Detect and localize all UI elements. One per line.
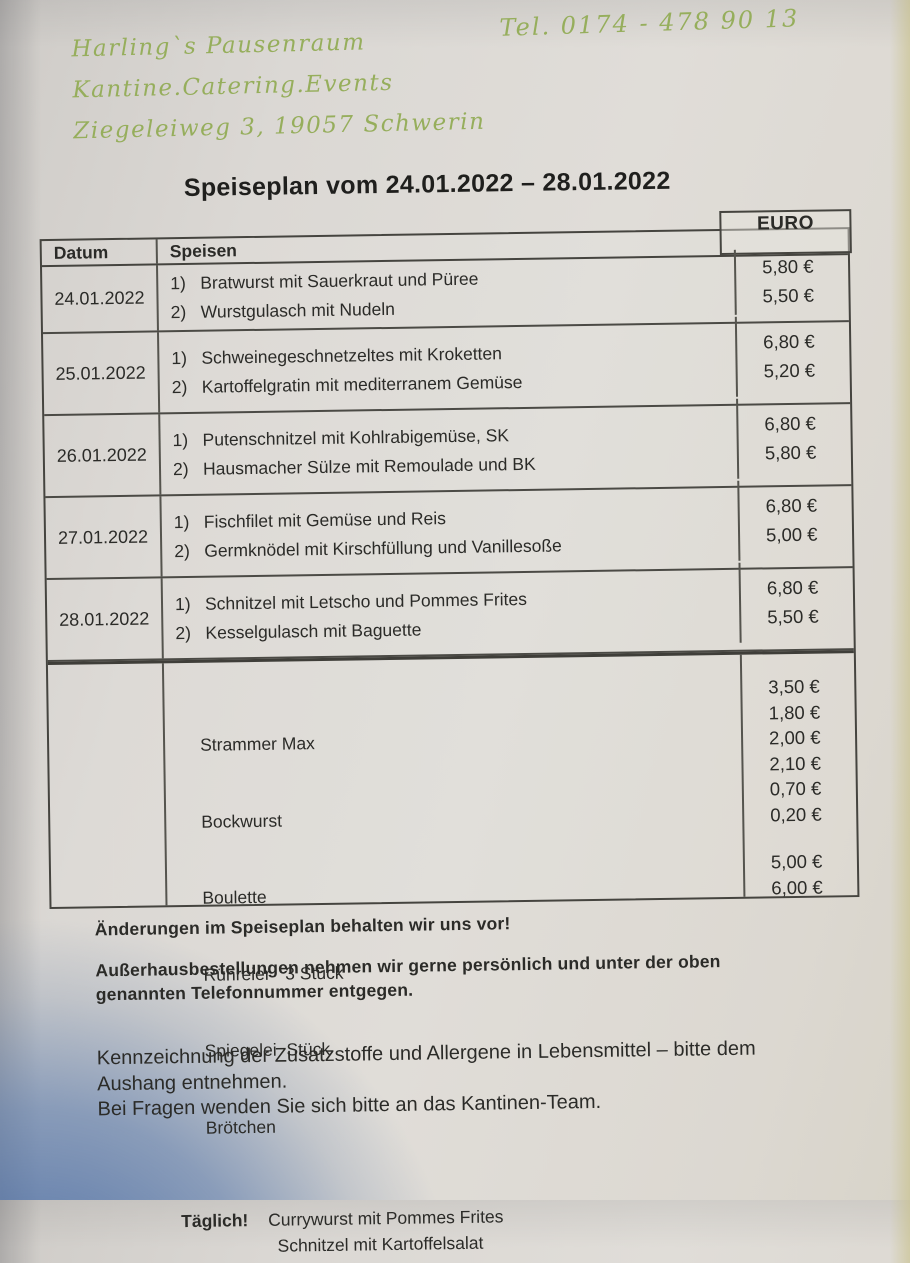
row-prices: 5,80 € 5,50 € bbox=[734, 248, 849, 315]
dish-item: 2)Kartoffelgratin mit mediterranem Gemüs… bbox=[172, 366, 736, 398]
dish-price: 5,50 € bbox=[762, 283, 848, 308]
row-prices: 6,80 € 5,00 € bbox=[737, 479, 852, 561]
dish-name: Wurstgulasch mit Nudeln bbox=[201, 297, 396, 324]
dish-name: Kesselgulasch mit Baguette bbox=[205, 617, 421, 644]
dish-number: 1) bbox=[170, 271, 200, 295]
row-date: 24.01.2022 bbox=[42, 265, 159, 332]
daily-label: Täglich! bbox=[181, 1208, 268, 1235]
row-date: 28.01.2022 bbox=[47, 578, 164, 660]
row-dishes: 1)Schweinegeschnetzeltes mit Kroketten 2… bbox=[159, 324, 736, 413]
row-dishes: 1)Schnitzel mit Letscho und Pommes Frite… bbox=[163, 570, 740, 659]
dish-price: 6,80 € bbox=[763, 329, 849, 354]
row-date: 27.01.2022 bbox=[45, 496, 162, 578]
dish-number: 2) bbox=[175, 620, 205, 644]
extras-section: Strammer Max Bockwurst Boulette Rühreier… bbox=[48, 650, 858, 907]
extras-item: Bockwurst bbox=[201, 801, 742, 835]
dish-name: Bratwurst mit Sauerkraut und Püree bbox=[200, 267, 479, 295]
dish-price: 6,80 € bbox=[765, 493, 851, 518]
dish-price: 5,80 € bbox=[765, 440, 851, 465]
extras-price: 1,80 € bbox=[769, 699, 855, 726]
dish-price: 5,80 € bbox=[762, 254, 848, 279]
row-date: 25.01.2022 bbox=[43, 332, 160, 414]
row-prices: 6,80 € 5,50 € bbox=[738, 561, 853, 643]
business-header: Harling`s Pausenraum Kantine.Catering.Ev… bbox=[71, 20, 486, 153]
daily-item: Schnitzel mit Kartoffelsalat bbox=[277, 1232, 483, 1255]
dish-price: 5,00 € bbox=[766, 522, 852, 547]
menu-row: 28.01.2022 1)Schnitzel mit Letscho und P… bbox=[47, 568, 854, 662]
dish-item: 2)Wurstgulasch mit Nudeln bbox=[171, 292, 735, 324]
dish-item: 1)Fischfilet mit Gemüse und Reis bbox=[174, 501, 738, 533]
daily-specials: Täglich!Currywurst mit Pommes Frites Sch… bbox=[172, 1201, 749, 1261]
dish-item: 1)Schweinegeschnetzeltes mit Kroketten bbox=[171, 337, 735, 369]
extras-dishes: Strammer Max Bockwurst Boulette Rühreier… bbox=[164, 655, 744, 906]
dish-name: Hausmacher Sülze mit Remoulade und BK bbox=[203, 451, 536, 480]
extras-item: Strammer Max bbox=[200, 725, 741, 759]
note-allergens: Kennzeichnung der Zusatzstoffe und Aller… bbox=[97, 1035, 818, 1098]
dish-item: 2)Germknödel mit Kirschfüllung und Vanil… bbox=[174, 530, 738, 562]
dish-name: Germknödel mit Kirschfüllung und Vanille… bbox=[204, 533, 562, 562]
extras-price: 2,00 € bbox=[769, 724, 855, 751]
dish-item: 1)Putenschnitzel mit Kohlrabigemüse, SK bbox=[172, 419, 736, 451]
row-dishes: 1)Fischfilet mit Gemüse und Reis 2)Germk… bbox=[161, 488, 738, 577]
menu-sheet: Harling`s Pausenraum Kantine.Catering.Ev… bbox=[0, 0, 910, 1207]
dish-item: 1)Schnitzel mit Letscho und Pommes Frite… bbox=[175, 583, 739, 615]
dish-number: 1) bbox=[172, 427, 202, 451]
dish-price: 5,20 € bbox=[763, 358, 849, 383]
menu-table: EURO Datum Speisen 24.01.2022 1)Bratwurs… bbox=[40, 227, 860, 909]
row-date: 26.01.2022 bbox=[44, 414, 161, 496]
dish-number: 2) bbox=[173, 456, 203, 480]
page-title: Speiseplan vom 24.01.2022 – 28.01.2022 bbox=[184, 167, 671, 203]
dish-name: Schnitzel mit Letscho und Pommes Frites bbox=[205, 586, 527, 615]
row-prices: 6,80 € 5,20 € bbox=[735, 315, 850, 397]
dish-name: Putenschnitzel mit Kohlrabigemüse, SK bbox=[202, 423, 509, 452]
extras-item: Boulette bbox=[202, 878, 743, 912]
business-address: Ziegeleiweg 3, 19057 Schwerin bbox=[73, 102, 486, 153]
menu-row: 26.01.2022 1)Putenschnitzel mit Kohlrabi… bbox=[44, 404, 851, 498]
row-prices: 6,80 € 5,80 € bbox=[736, 397, 851, 479]
extras-price: 2,10 € bbox=[769, 750, 855, 777]
dish-name: Kartoffelgratin mit mediterranem Gemüse bbox=[202, 369, 523, 398]
dish-price: 5,50 € bbox=[767, 604, 853, 629]
date-column-header: Datum bbox=[42, 239, 158, 265]
dish-number: 2) bbox=[172, 374, 202, 398]
note-takeaway-orders: Außerhausbestellungen nehmen wir gerne p… bbox=[95, 949, 761, 1007]
dish-item: 2)Hausmacher Sülze mit Remoulade und BK bbox=[173, 448, 737, 480]
dish-number: 1) bbox=[174, 509, 204, 533]
extras-date-spacer bbox=[48, 663, 168, 907]
dish-price: 6,80 € bbox=[767, 575, 853, 600]
extras-price: 0,20 € bbox=[770, 801, 856, 828]
extras-price: 3,50 € bbox=[768, 673, 854, 700]
dish-item: 2)Kesselgulasch mit Baguette bbox=[175, 612, 739, 644]
row-dishes: 1)Putenschnitzel mit Kohlrabigemüse, SK … bbox=[160, 406, 737, 495]
dish-name: Schweinegeschnetzeltes mit Kroketten bbox=[201, 341, 502, 369]
dish-number: 2) bbox=[171, 300, 201, 324]
menu-row: 25.01.2022 1)Schweinegeschnetzeltes mit … bbox=[43, 322, 850, 416]
daily-item: Currywurst mit Pommes Frites bbox=[268, 1206, 504, 1229]
dish-price: 6,80 € bbox=[764, 411, 850, 436]
extras-prices: 3,50 € 1,80 € 2,00 € 2,10 € 0,70 € 0,20 … bbox=[740, 653, 858, 897]
row-dishes: 1)Bratwurst mit Sauerkraut und Püree 2)W… bbox=[158, 257, 735, 331]
menu-row: 24.01.2022 1)Bratwurst mit Sauerkraut un… bbox=[42, 255, 849, 334]
dish-name: Fischfilet mit Gemüse und Reis bbox=[204, 506, 447, 534]
daily-price: 6,00 € bbox=[771, 874, 857, 901]
daily-price: 5,00 € bbox=[771, 848, 857, 875]
dish-number: 1) bbox=[171, 345, 201, 369]
phone-number: Tel. 0174 - 478 90 13 bbox=[499, 4, 800, 42]
extras-price: 0,70 € bbox=[770, 775, 856, 802]
menu-row: 27.01.2022 1)Fischfilet mit Gemüse und R… bbox=[45, 486, 852, 580]
dish-number: 1) bbox=[175, 591, 205, 615]
dish-number: 2) bbox=[174, 538, 204, 562]
dish-item: 1)Bratwurst mit Sauerkraut und Püree bbox=[170, 263, 734, 295]
